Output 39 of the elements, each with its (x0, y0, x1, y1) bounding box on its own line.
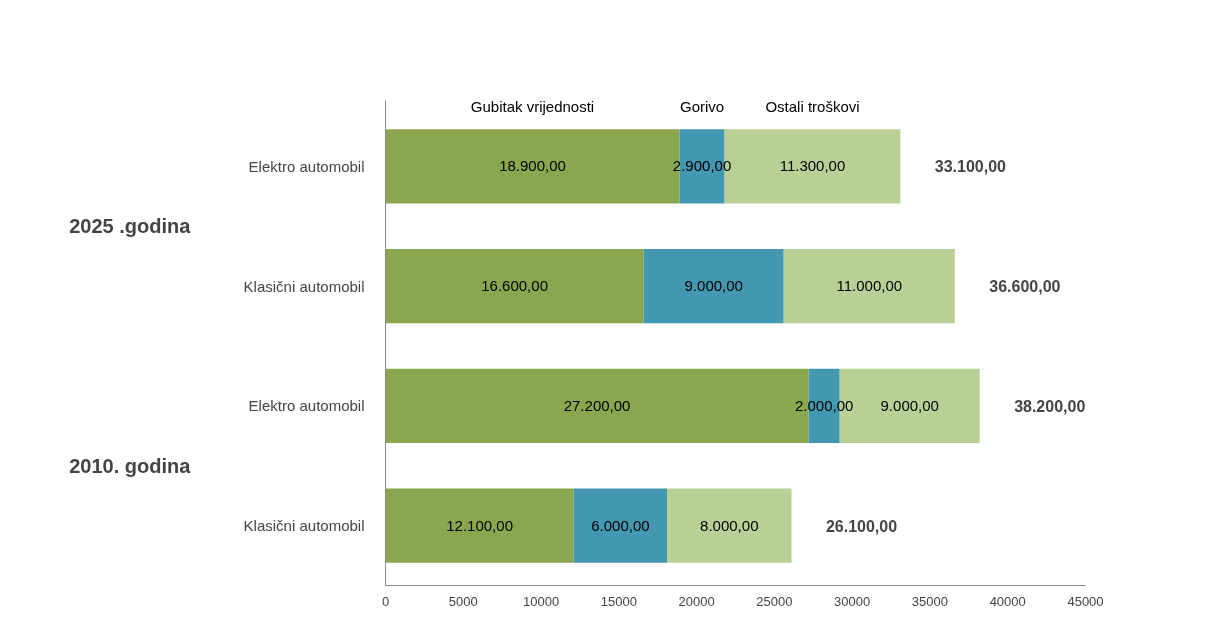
x-tick-label: 10000 (522, 593, 560, 609)
bar (385, 248, 644, 324)
data-label: 11.000,00 (836, 277, 903, 295)
x-tick-label: 0 (381, 593, 390, 609)
data-label: 9.000,00 (684, 277, 743, 295)
bar (573, 488, 668, 563)
bar (643, 248, 784, 324)
x-tick-label: 5000 (448, 593, 478, 609)
y-tick-label: Klasični automobil (243, 277, 365, 295)
series-label: Ostali troškovi (765, 98, 860, 116)
data-label: 9.000,00 (880, 396, 939, 414)
total-label: 36.600,00 (989, 278, 1061, 296)
total-label: 26.100,00 (825, 517, 898, 535)
data-label: 12.100,00 (446, 516, 513, 534)
x-tick-label: 30000 (834, 593, 871, 609)
data-label: 18.900,00 (499, 157, 566, 175)
x-tick-label: 20000 (678, 593, 715, 609)
x-tick-label: 25000 (756, 593, 793, 609)
bar (667, 488, 792, 563)
text: 2025 .godina (69, 215, 192, 238)
x-tick-label: 45000 (1067, 593, 1104, 609)
total-label: 33.100,00 (934, 158, 1007, 176)
data-label: 6.000,00 (591, 516, 650, 534)
bar (783, 248, 955, 324)
data-label: 16.600,00 (481, 277, 548, 295)
data-label: 27.200,00 (563, 396, 631, 414)
x-tick-label: 40000 (989, 593, 1026, 609)
x-tick-label: 35000 (911, 593, 949, 609)
x-tick-label: 15000 (600, 593, 637, 609)
y-tick-label: Elektro automobil (248, 157, 365, 175)
total-label: 38.200,00 (1014, 397, 1086, 415)
bar (385, 488, 574, 563)
data-label: 8.000,00 (700, 516, 759, 534)
series-label: Gorivo (679, 98, 725, 116)
text: 2010. godina (69, 454, 192, 477)
y-tick-label: Elektro automobil (248, 397, 365, 415)
series-label: Gubitak vrijednosti (470, 98, 595, 116)
y-tick-label: Klasični automobil (243, 517, 365, 535)
data-label: 11.300,00 (779, 157, 846, 175)
